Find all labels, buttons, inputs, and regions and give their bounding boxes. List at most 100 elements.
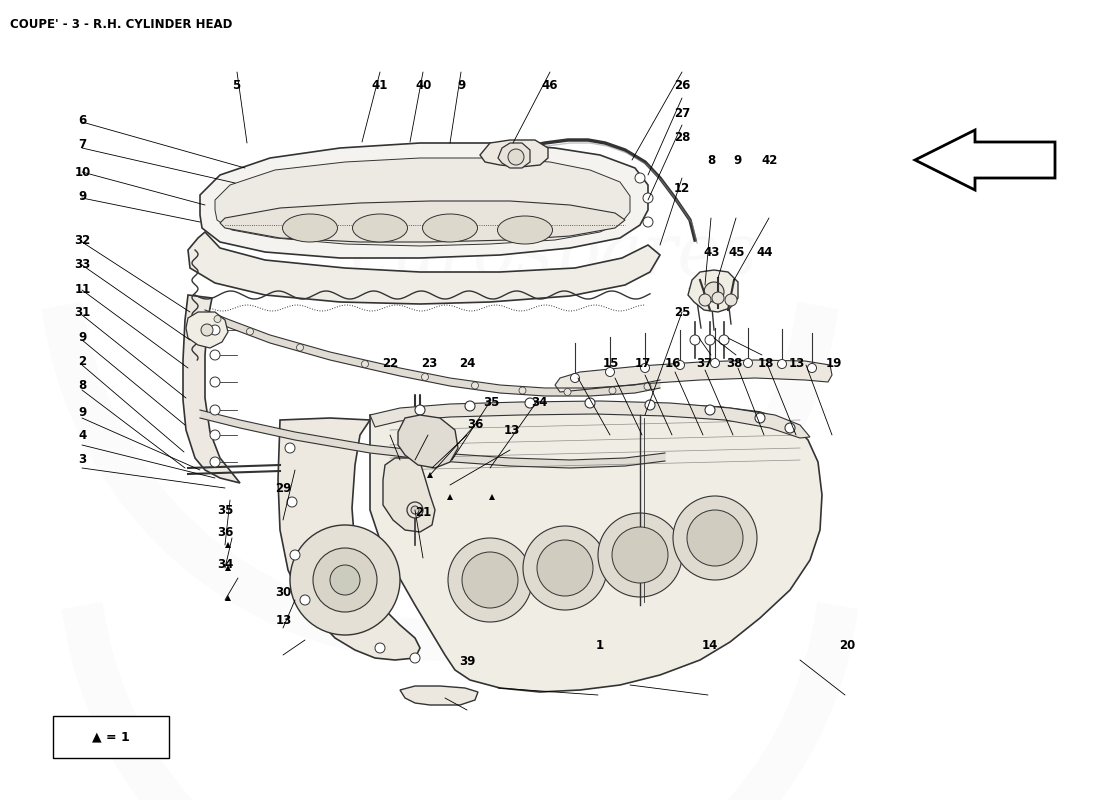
Text: 27: 27 <box>674 107 690 120</box>
Text: 24: 24 <box>460 358 475 370</box>
Text: 9: 9 <box>78 331 87 344</box>
Circle shape <box>210 405 220 415</box>
FancyBboxPatch shape <box>53 716 169 758</box>
Circle shape <box>410 653 420 663</box>
Circle shape <box>785 423 795 433</box>
Circle shape <box>300 595 310 605</box>
Text: 4: 4 <box>78 430 87 442</box>
Text: 16: 16 <box>666 358 681 370</box>
Text: 35: 35 <box>484 396 499 409</box>
Polygon shape <box>278 418 420 660</box>
Circle shape <box>314 548 377 612</box>
Circle shape <box>711 358 719 367</box>
Circle shape <box>635 173 645 183</box>
Circle shape <box>712 292 724 304</box>
Text: 33: 33 <box>75 258 90 270</box>
Text: 5: 5 <box>232 79 241 92</box>
Text: 20: 20 <box>839 639 855 652</box>
Circle shape <box>210 377 220 387</box>
Ellipse shape <box>497 216 552 244</box>
Polygon shape <box>370 401 810 438</box>
Polygon shape <box>398 415 458 468</box>
Text: 23: 23 <box>421 358 437 370</box>
Circle shape <box>644 193 653 203</box>
Ellipse shape <box>283 214 338 242</box>
Text: 10: 10 <box>75 166 90 178</box>
Circle shape <box>644 383 651 390</box>
Circle shape <box>375 643 385 653</box>
Polygon shape <box>915 130 1055 190</box>
Circle shape <box>537 540 593 596</box>
Text: 9: 9 <box>78 406 87 418</box>
Ellipse shape <box>352 214 407 242</box>
Circle shape <box>807 363 816 373</box>
Circle shape <box>210 457 220 467</box>
Circle shape <box>585 398 595 408</box>
Ellipse shape <box>422 214 477 242</box>
Circle shape <box>688 510 742 566</box>
Polygon shape <box>498 143 530 168</box>
Circle shape <box>465 401 475 411</box>
Polygon shape <box>383 458 434 532</box>
Circle shape <box>330 565 360 595</box>
Text: ▲ = 1: ▲ = 1 <box>92 730 130 743</box>
Text: 30: 30 <box>276 586 292 598</box>
Polygon shape <box>186 312 228 348</box>
Text: 1: 1 <box>595 639 604 652</box>
Circle shape <box>246 328 253 335</box>
Text: 34: 34 <box>531 396 547 409</box>
Text: 29: 29 <box>276 482 292 494</box>
Circle shape <box>290 525 400 635</box>
Text: 18: 18 <box>758 358 773 370</box>
Circle shape <box>210 350 220 360</box>
Text: 8: 8 <box>78 379 87 392</box>
Circle shape <box>522 526 607 610</box>
Circle shape <box>210 325 220 335</box>
Circle shape <box>644 217 653 227</box>
Text: 6: 6 <box>78 114 87 126</box>
Text: 44: 44 <box>757 246 772 258</box>
Text: 38: 38 <box>727 358 742 370</box>
Text: 13: 13 <box>276 614 292 626</box>
Circle shape <box>640 363 649 373</box>
Text: eurospares: eurospares <box>350 220 758 290</box>
Text: 8: 8 <box>707 154 716 166</box>
Circle shape <box>673 496 757 580</box>
Circle shape <box>612 527 668 583</box>
Circle shape <box>598 513 682 597</box>
Text: 14: 14 <box>702 639 717 652</box>
Polygon shape <box>200 143 648 258</box>
Circle shape <box>287 497 297 507</box>
Circle shape <box>508 149 524 165</box>
Circle shape <box>411 506 419 514</box>
Text: 42: 42 <box>762 154 778 166</box>
Text: 43: 43 <box>704 246 719 258</box>
Circle shape <box>698 294 711 306</box>
Circle shape <box>285 443 295 453</box>
Text: eurospares: eurospares <box>340 530 748 600</box>
Text: 15: 15 <box>603 358 618 370</box>
Circle shape <box>415 405 425 415</box>
Circle shape <box>407 502 424 518</box>
Text: 28: 28 <box>674 131 690 144</box>
Circle shape <box>744 358 752 367</box>
Text: 21: 21 <box>416 506 431 518</box>
Text: 39: 39 <box>460 655 475 668</box>
Circle shape <box>719 335 729 345</box>
Text: 13: 13 <box>504 424 519 437</box>
Circle shape <box>290 550 300 560</box>
Text: 31: 31 <box>75 306 90 318</box>
Polygon shape <box>400 686 478 705</box>
Polygon shape <box>220 201 625 242</box>
Circle shape <box>421 374 429 381</box>
Text: 11: 11 <box>75 283 90 296</box>
Text: 41: 41 <box>372 79 387 92</box>
Polygon shape <box>183 295 240 483</box>
Polygon shape <box>214 158 630 246</box>
Text: 9: 9 <box>458 79 466 92</box>
Circle shape <box>201 324 213 336</box>
Text: 7: 7 <box>78 138 87 150</box>
Text: 22: 22 <box>383 358 398 370</box>
Text: 36: 36 <box>468 418 483 430</box>
Text: 34: 34 <box>218 558 233 570</box>
